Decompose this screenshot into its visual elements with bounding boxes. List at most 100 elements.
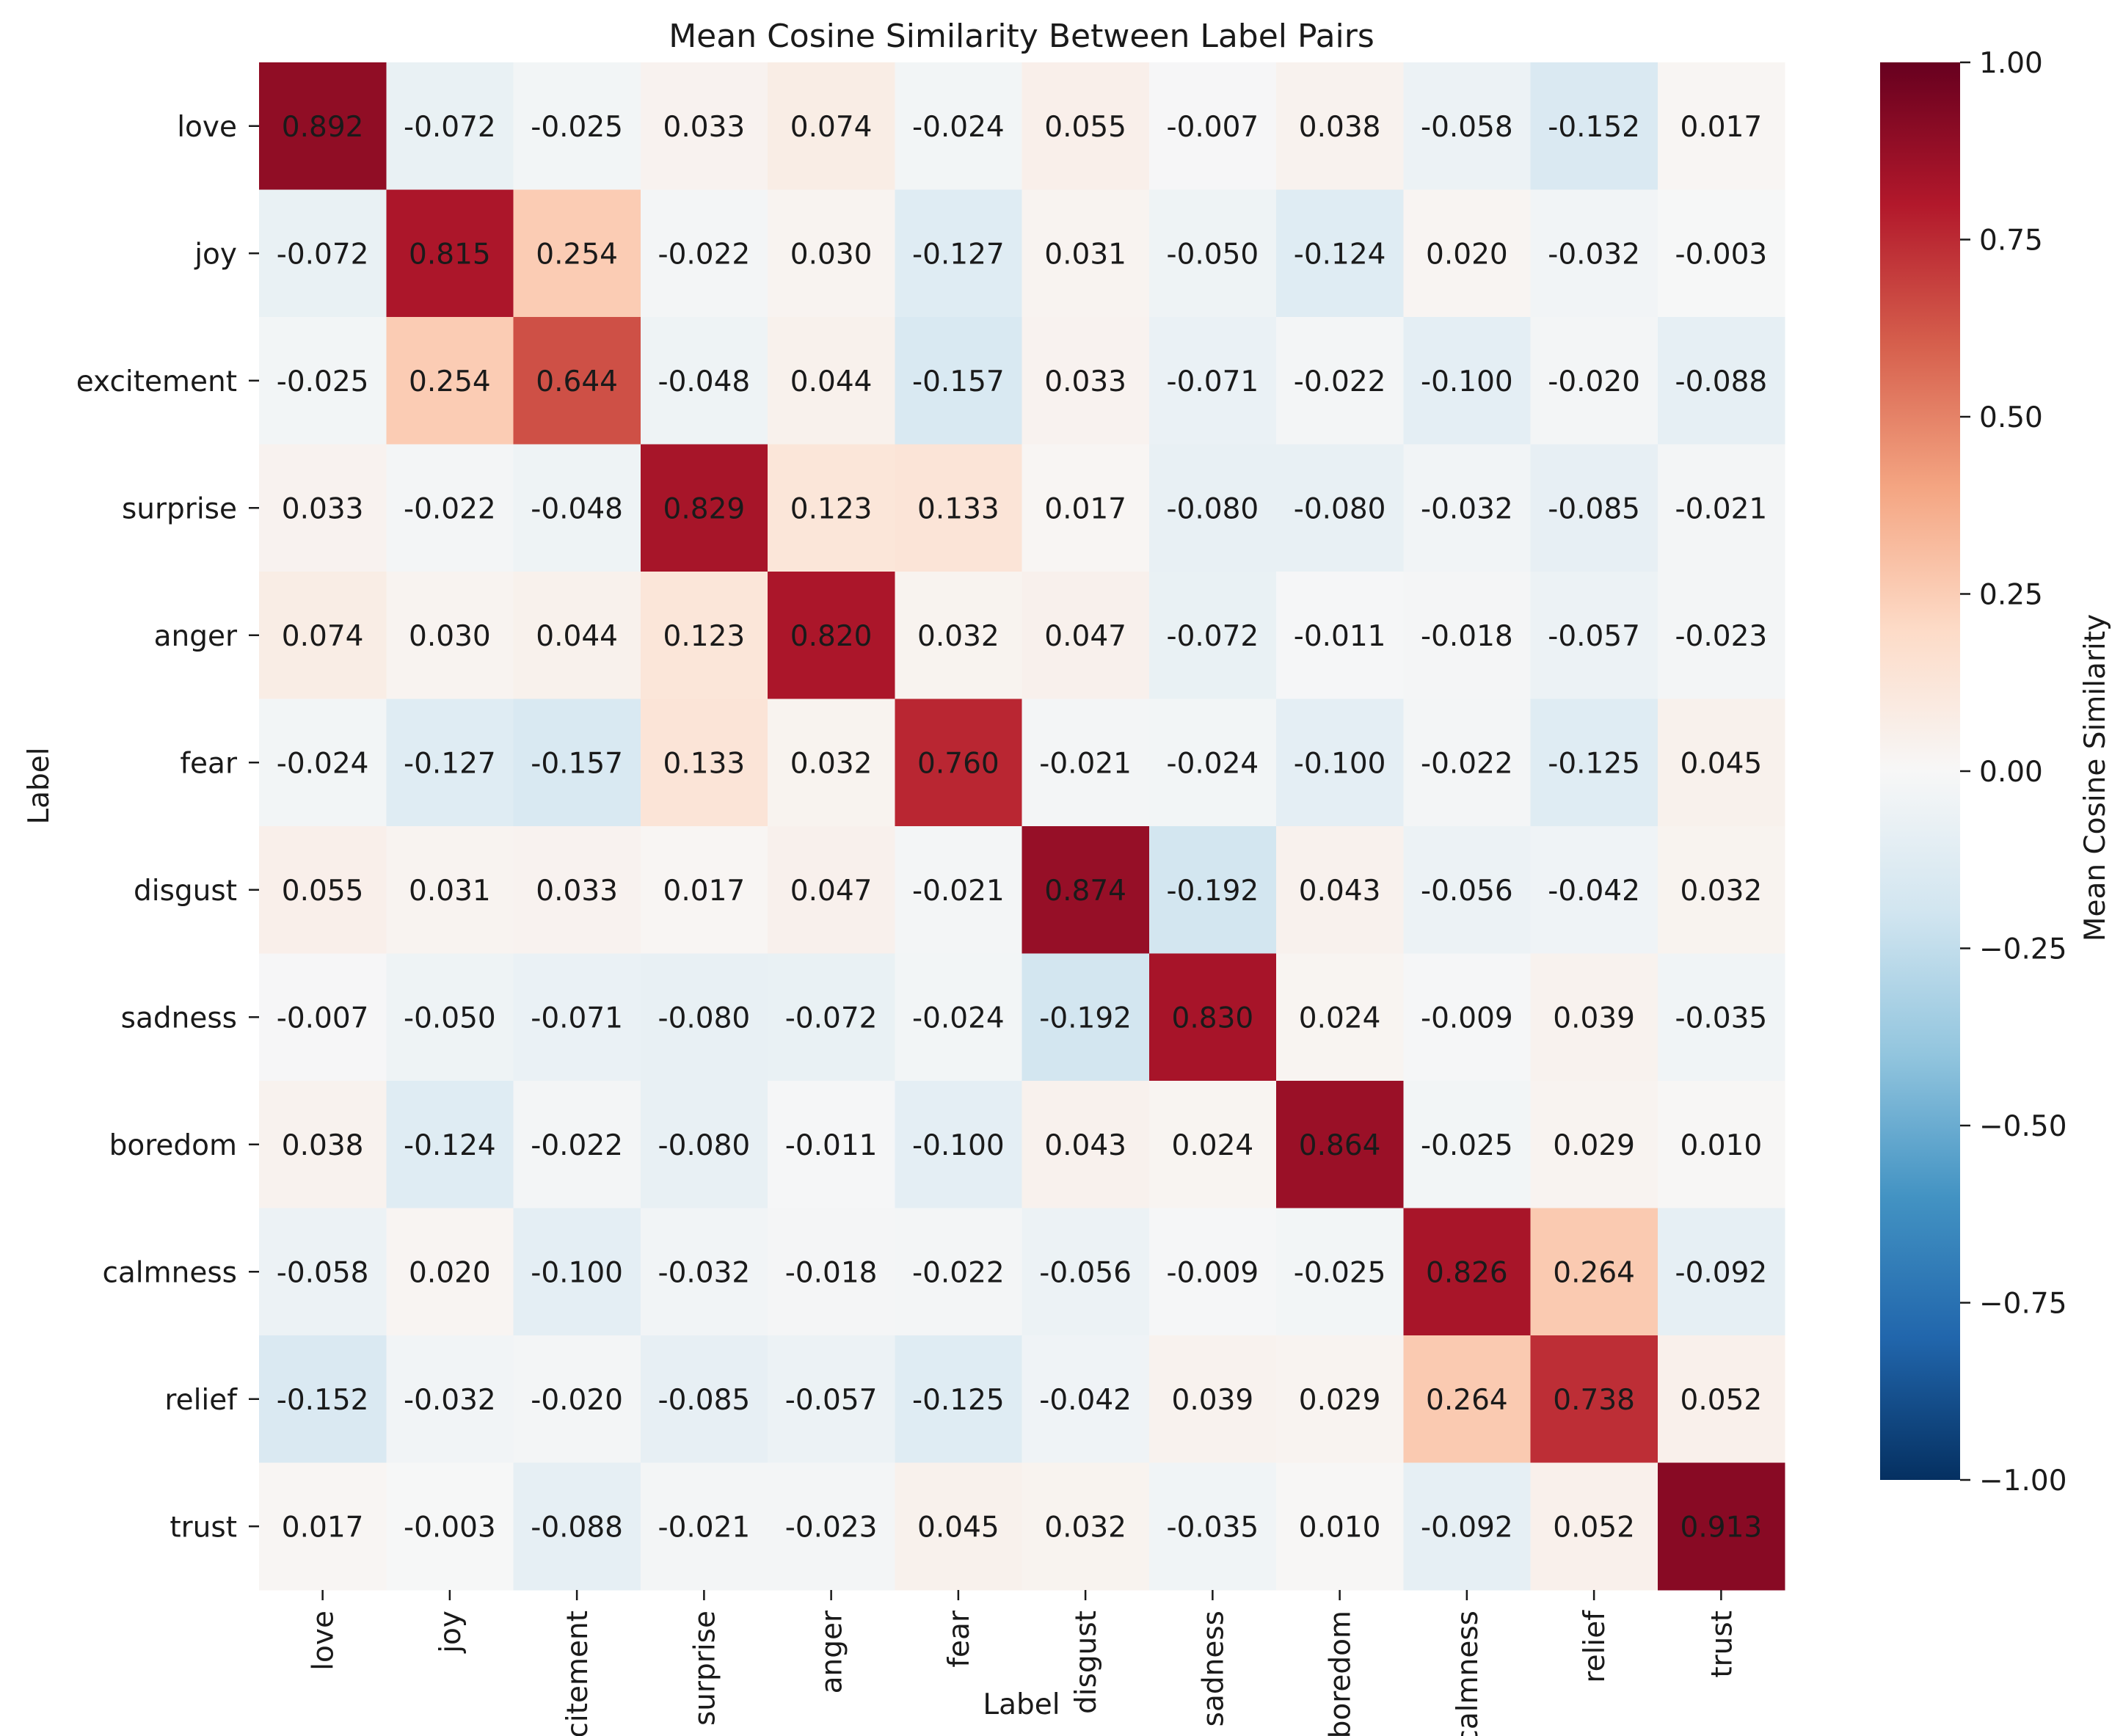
cell-value-label: -0.152: [1548, 111, 1640, 144]
y-tick-label: anger: [154, 620, 238, 653]
heatmap-cell-excitement-relief: [1530, 317, 1658, 445]
heatmap-cell-boredom-relief: [1530, 1081, 1658, 1209]
cell-value-label: 0.038: [282, 1129, 364, 1162]
colorbar-tick-label: −1.00: [1979, 1465, 2067, 1498]
y-axis: love joy excitement surprise anger fear disgus…: [76, 111, 259, 1544]
heatmap-cell-disgust-fear: [895, 826, 1023, 955]
cell-value-label: -0.032: [658, 1256, 751, 1289]
heatmap-cell-sadness-disgust: [1022, 953, 1150, 1082]
heatmap-cell-relief-trust: [1657, 1335, 1785, 1464]
x-tick-label: relief: [1578, 1610, 1612, 1683]
cell-value-label: 0.815: [409, 238, 491, 271]
heatmap-cell-surprise-trust: [1657, 444, 1785, 572]
heatmap-cell-sadness-trust: [1657, 953, 1785, 1082]
heatmap-cell-joy-excitement: [513, 189, 641, 318]
cell-value-label: -0.071: [1167, 365, 1259, 398]
heatmap-cell-joy-anger: [768, 189, 895, 318]
cell-value-label: -0.025: [277, 365, 369, 398]
cell-value-label: 0.055: [1044, 111, 1126, 144]
cell-value-label: 0.047: [790, 875, 873, 908]
cell-value-label: 0.032: [790, 747, 873, 780]
heatmap-cell-calmness-love: [259, 1208, 387, 1336]
cell-value-label: -0.056: [1039, 1256, 1132, 1289]
cell-value-label: 0.043: [1299, 875, 1381, 908]
heatmap-cell-excitement-surprise: [640, 317, 768, 445]
cell-value-label: -0.100: [912, 1129, 1005, 1162]
x-tick-label: sadness: [1197, 1611, 1230, 1726]
cell-value-label: -0.057: [1548, 620, 1640, 653]
cell-value-label: -0.072: [785, 1002, 878, 1035]
heatmap-cell-fear-love: [259, 699, 387, 827]
heatmap-cell-trust-sadness: [1148, 1462, 1277, 1591]
x-tick-label: excitement: [561, 1611, 594, 1736]
heatmap-cell-joy-joy: [386, 189, 514, 318]
cell-value-label: 0.017: [282, 1511, 364, 1544]
cell-value-label: 0.055: [282, 875, 364, 908]
y-axis-title: Label: [23, 747, 56, 824]
cell-value-label: 0.133: [917, 492, 999, 525]
heatmap-cell-disgust-sadness: [1148, 826, 1277, 955]
heatmap-cell-fear-joy: [386, 699, 514, 827]
heatmap-cell-calmness-sadness: [1148, 1208, 1277, 1336]
cell-value-label: 0.864: [1299, 1129, 1381, 1162]
cell-value-label: -0.003: [404, 1511, 496, 1544]
y-tick-label: love: [177, 111, 237, 144]
cell-value-label: -0.124: [404, 1129, 496, 1162]
heatmap-cell-disgust-love: [259, 826, 387, 955]
cell-value-label: -0.048: [658, 365, 751, 398]
heatmap-cell-trust-joy: [386, 1462, 514, 1591]
heatmap-cell-excitement-excitement: [513, 317, 641, 445]
heatmap-cell-surprise-joy: [386, 444, 514, 572]
colorbar-tick-label: 1.00: [1979, 47, 2043, 80]
heatmap-cell-disgust-excitement: [513, 826, 641, 955]
colorbar-tick-label: −0.50: [1979, 1110, 2067, 1143]
cell-value-label: -0.021: [658, 1511, 751, 1544]
cell-value-label: -0.009: [1421, 1002, 1513, 1035]
heatmap-cell-boredom-calmness: [1403, 1081, 1532, 1209]
cell-value-label: -0.007: [277, 1002, 369, 1035]
heatmap-cell-anger-love: [259, 572, 387, 700]
heatmap-cell-calmness-trust: [1657, 1208, 1785, 1336]
heatmap-cell-relief-surprise: [640, 1335, 768, 1464]
heatmap-cell-sadness-joy: [386, 953, 514, 1082]
heatmap-cell-boredom-surprise: [640, 1081, 768, 1209]
heatmap-cell-fear-surprise: [640, 699, 768, 827]
heatmap-cell-joy-trust: [1657, 189, 1785, 318]
heatmap-cell-sadness-excitement: [513, 953, 641, 1082]
heatmap-cell-joy-boredom: [1276, 189, 1404, 318]
heatmap-cell-excitement-calmness: [1403, 317, 1532, 445]
cell-value-label: -0.072: [1167, 620, 1259, 653]
cell-value-label: 0.264: [1426, 1384, 1508, 1417]
heatmap-cell-surprise-fear: [895, 444, 1023, 572]
heatmap-cell-excitement-anger: [768, 317, 895, 445]
heatmap-cell-calmness-surprise: [640, 1208, 768, 1336]
cell-value-label: -0.020: [531, 1384, 623, 1417]
heatmap-cell-trust-relief: [1530, 1462, 1658, 1591]
colorbar-tick-label: 0.75: [1979, 225, 2043, 258]
heatmap-cell-trust-love: [259, 1462, 387, 1591]
heatmap-cell-surprise-excitement: [513, 444, 641, 572]
heatmap-cell-trust-surprise: [640, 1462, 768, 1591]
heatmap-cell-love-disgust: [1022, 62, 1150, 191]
heatmap-cell-love-relief: [1530, 62, 1658, 191]
heatmap-value-labels: 0.892 -0.072 -0.025 0.033 0.074 -0.024 0.055 -0…: [277, 111, 1767, 1544]
cell-value-label: -0.018: [785, 1256, 878, 1289]
cell-value-label: -0.032: [404, 1384, 496, 1417]
cell-value-label: 0.030: [409, 620, 491, 653]
heatmap-cell-relief-anger: [768, 1335, 895, 1464]
cell-value-label: -0.080: [658, 1129, 751, 1162]
heatmap-cell-calmness-relief: [1530, 1208, 1658, 1336]
heatmap-cell-surprise-sadness: [1148, 444, 1277, 572]
cell-value-label: 0.644: [536, 365, 618, 398]
cell-value-label: -0.003: [1675, 238, 1768, 271]
colorbar: 1.00 0.75 0.50 0.25 0.00 −0.25 −0.50 −0.75 −1.00: [1880, 47, 2067, 1498]
cell-value-label: -0.009: [1167, 1256, 1259, 1289]
heatmap-cell-love-trust: [1657, 62, 1785, 191]
cell-value-label: 0.047: [1044, 620, 1126, 653]
cell-value-label: 0.024: [1299, 1002, 1381, 1035]
heatmap-cell-surprise-love: [259, 444, 387, 572]
heatmap-cell-surprise-anger: [768, 444, 895, 572]
heatmap-cell-sadness-calmness: [1403, 953, 1532, 1082]
cell-value-label: -0.058: [277, 1256, 369, 1289]
cell-value-label: 0.033: [282, 492, 364, 525]
